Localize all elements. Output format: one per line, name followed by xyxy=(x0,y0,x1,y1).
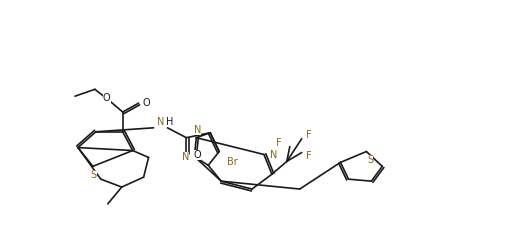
Text: N: N xyxy=(269,151,277,160)
Text: N: N xyxy=(157,117,164,127)
Text: N: N xyxy=(181,153,189,162)
Text: F: F xyxy=(276,138,281,148)
Text: O: O xyxy=(103,93,111,103)
Text: S: S xyxy=(90,170,97,180)
Text: O: O xyxy=(142,98,150,108)
Text: F: F xyxy=(305,151,311,162)
Text: O: O xyxy=(193,151,200,160)
Text: N: N xyxy=(193,125,200,135)
Text: S: S xyxy=(367,155,373,165)
Text: H: H xyxy=(166,117,173,127)
Text: F: F xyxy=(305,130,311,140)
Text: Br: Br xyxy=(227,157,237,167)
